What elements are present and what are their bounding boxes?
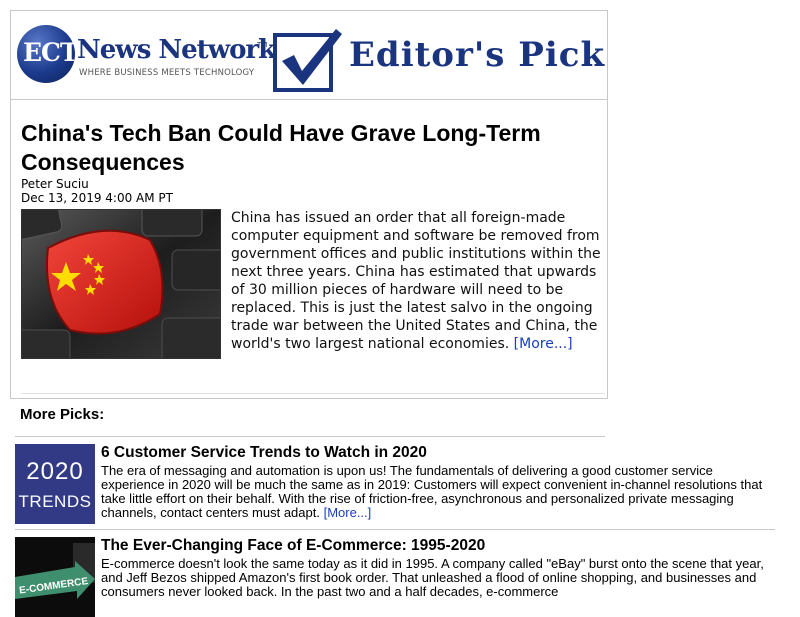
logo-tagline: WHERE BUSINESS MEETS TECHNOLOGY [79,68,255,78]
logo-name[interactable]: News Network [77,35,276,65]
pick-summary-text: The era of messaging and automation is u… [101,463,763,520]
section-divider [15,436,605,437]
item-divider [15,529,775,530]
feature-headline[interactable]: China's Tech Ban Could Have Grave Long-T… [21,120,541,175]
header-banner: ECT News Network TM WHERE BUSINESS MEETS… [11,11,607,100]
pick-title[interactable]: 6 Customer Service Trends to Watch in 20… [101,444,427,461]
pick-summary-text: E-commerce doesn't look the same today a… [101,556,764,599]
list-item: 2020 TRENDS 6 Customer Service Trends to… [15,444,800,526]
trademark: TM [257,41,268,49]
pick-summary: The era of messaging and automation is u… [101,464,771,520]
editors-pick-card: ECT News Network TM WHERE BUSINESS MEETS… [10,10,608,399]
feature-image[interactable] [21,209,221,359]
list-item: E-COMMERCE The Ever-Changing Face of E-C… [15,537,800,617]
china-flag-keyboard-key-image [22,210,220,358]
pick-thumbnail[interactable]: E-COMMERCE [15,537,95,617]
checkmark-icon [273,29,342,92]
feature-date: Dec 13, 2019 4:00 AM PT [21,191,173,205]
more-picks-heading: More Picks: [20,406,105,423]
logo-letters: ECT [23,38,79,67]
card-divider [21,393,605,394]
thumb-year: 2020 [26,458,84,485]
pick-summary: E-commerce doesn't look the same today a… [101,557,771,599]
pick-more-link[interactable]: [More...] [323,505,372,520]
thumb-word: TRENDS [18,492,92,511]
ect-logo-icon[interactable] [17,25,75,83]
ecommerce-arrow-image: E-COMMERCE [15,537,95,617]
pick-thumbnail[interactable]: 2020 TRENDS [15,444,95,524]
pick-title[interactable]: The Ever-Changing Face of E-Commerce: 19… [101,537,486,554]
feature-more-link[interactable]: [More...] [513,336,573,352]
editors-pick-title: Editor's Pick [349,35,606,75]
feature-summary-text: China has issued an order that all forei… [231,210,601,352]
feature-author: Peter Suciu [21,177,89,191]
feature-summary: China has issued an order that all forei… [231,209,607,353]
